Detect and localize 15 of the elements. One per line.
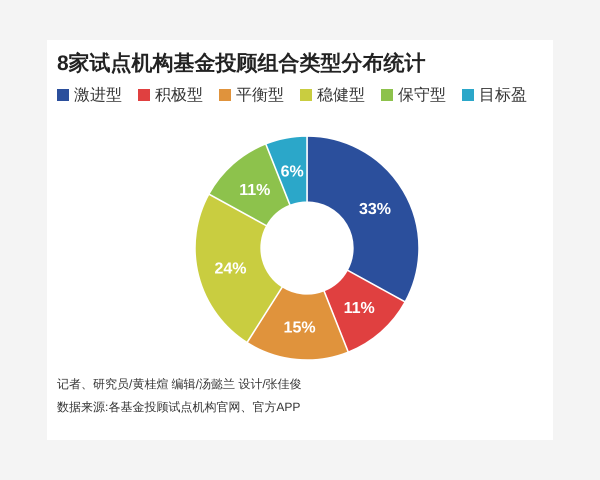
data-label: 33% — [358, 200, 391, 218]
data-label: 24% — [214, 260, 247, 278]
source-note: 数据来源:各基金投顾试点机构官网、官方APP — [57, 400, 300, 414]
chart-title: 8家试点机构基金投顾组合类型分布统计 — [57, 51, 426, 75]
legend-label: 保守型 — [398, 86, 446, 104]
legend-label: 稳健型 — [317, 87, 365, 104]
data-label: 6% — [280, 163, 304, 180]
data-label: 11% — [344, 300, 375, 318]
data-label: 11% — [239, 182, 270, 199]
legend-label: 激进型 — [74, 86, 122, 104]
legend-label: 目标盈 — [479, 87, 527, 104]
legend-label: 平衡型 — [236, 87, 284, 104]
legend-label: 积极型 — [155, 87, 203, 104]
text: 记者、研究员/黄桂煊 编辑/汤懿兰 设计/张佳俊 — [57, 377, 302, 391]
data-label: 15% — [284, 320, 316, 337]
